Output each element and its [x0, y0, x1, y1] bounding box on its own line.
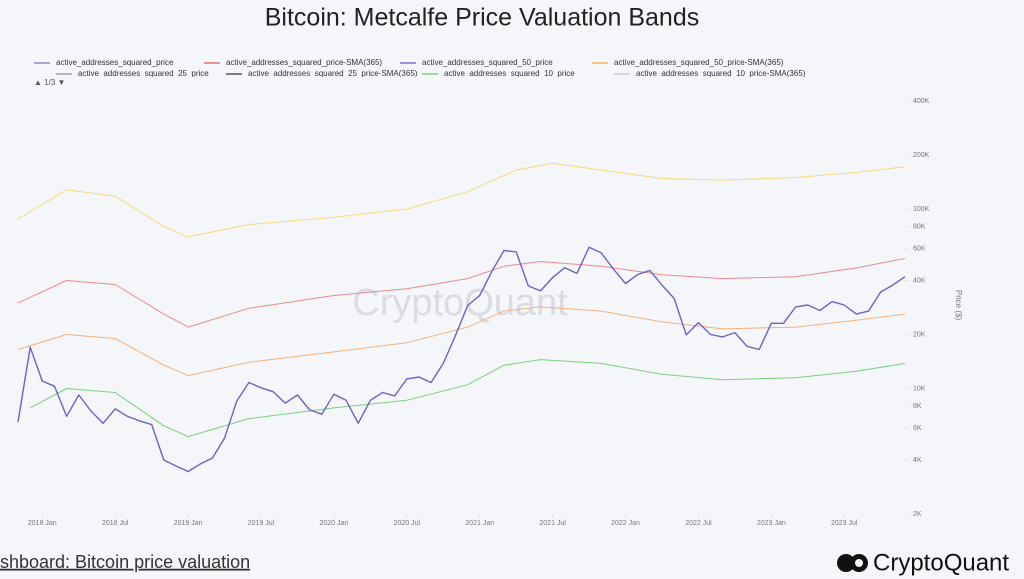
- x-tick-label: 2021 Jul: [539, 520, 566, 527]
- y-tick-label: 200K: [913, 152, 930, 159]
- plot-area: 2K 4K 6K 8K 10K 20K 40K 60K 80K 100K 200K 400K 2018 …: [17, 98, 930, 527]
- legend-label: active_addresses_squared_10_price-SMA(36…: [636, 69, 806, 78]
- series-line: [17, 162, 906, 238]
- y-tick-label: 100K: [913, 206, 930, 213]
- legend-label: active_addresses_squared_50_price-SMA(36…: [614, 58, 784, 67]
- series-line: [29, 359, 906, 438]
- logo-icon: [855, 559, 863, 567]
- legend: active_addresses_squared_price active_add…: [34, 58, 806, 78]
- x-tick-label: 2019 Jan: [174, 520, 203, 527]
- x-tick-label: 2021 Jan: [465, 520, 494, 527]
- x-tick-label: 2018 Jul: [102, 520, 129, 527]
- legend-label: active_addresses_squared_price-SMA(365): [226, 58, 382, 67]
- legend-label: active_addresses_squared_25_price-SMA(36…: [248, 69, 418, 78]
- y-axis-title: Price ($): [954, 290, 963, 321]
- chart-title: Bitcoin: Metcalfe Price Valuation Bands: [265, 4, 700, 32]
- legend-pager[interactable]: ▲ 1/3 ▼: [34, 78, 65, 87]
- y-tick-label: 4K: [913, 457, 922, 464]
- x-tick-label: 2022 Jan: [611, 520, 640, 527]
- y-tick-label: 10K: [913, 385, 926, 392]
- x-tick-label: 2023 Jul: [831, 520, 858, 527]
- x-tick-label: 2020 Jul: [394, 520, 421, 527]
- y-tick-label: 6K: [913, 425, 922, 432]
- y-tick-label: 8K: [913, 403, 922, 410]
- y-tick-label: 80K: [913, 223, 926, 230]
- series-line: [17, 258, 906, 328]
- legend-label: active_addresses_squared_25_price: [78, 69, 209, 78]
- legend-label: active_addresses_squared_price: [56, 58, 174, 67]
- brand-name: CryptoQuant: [873, 549, 1009, 576]
- y-tick-label: 400K: [913, 98, 930, 105]
- y-tick-label: 20K: [913, 331, 926, 338]
- x-tick-label: 2022 Jul: [685, 520, 712, 527]
- legend-label: active_addresses_squared_50_price: [422, 58, 553, 67]
- brand-logo: [837, 554, 868, 572]
- y-tick-label: 40K: [913, 277, 926, 284]
- legend-label: active_addresses_squared_10_price: [444, 69, 575, 78]
- series-line: [17, 306, 906, 377]
- x-tick-label: 2020 Jan: [320, 520, 349, 527]
- footer-link[interactable]: shboard: Bitcoin price valuation: [0, 552, 250, 572]
- x-tick-label: 2019 Jul: [248, 520, 275, 527]
- y-tick-label: 2K: [913, 511, 922, 518]
- x-tick-label: 2023 Jan: [757, 520, 786, 527]
- logo-icon: [837, 554, 855, 572]
- series-line: [17, 246, 906, 473]
- y-tick-label: 60K: [913, 246, 926, 253]
- x-tick-label: 2018 Jan: [28, 520, 57, 527]
- watermark: CryptoQuant: [352, 282, 568, 324]
